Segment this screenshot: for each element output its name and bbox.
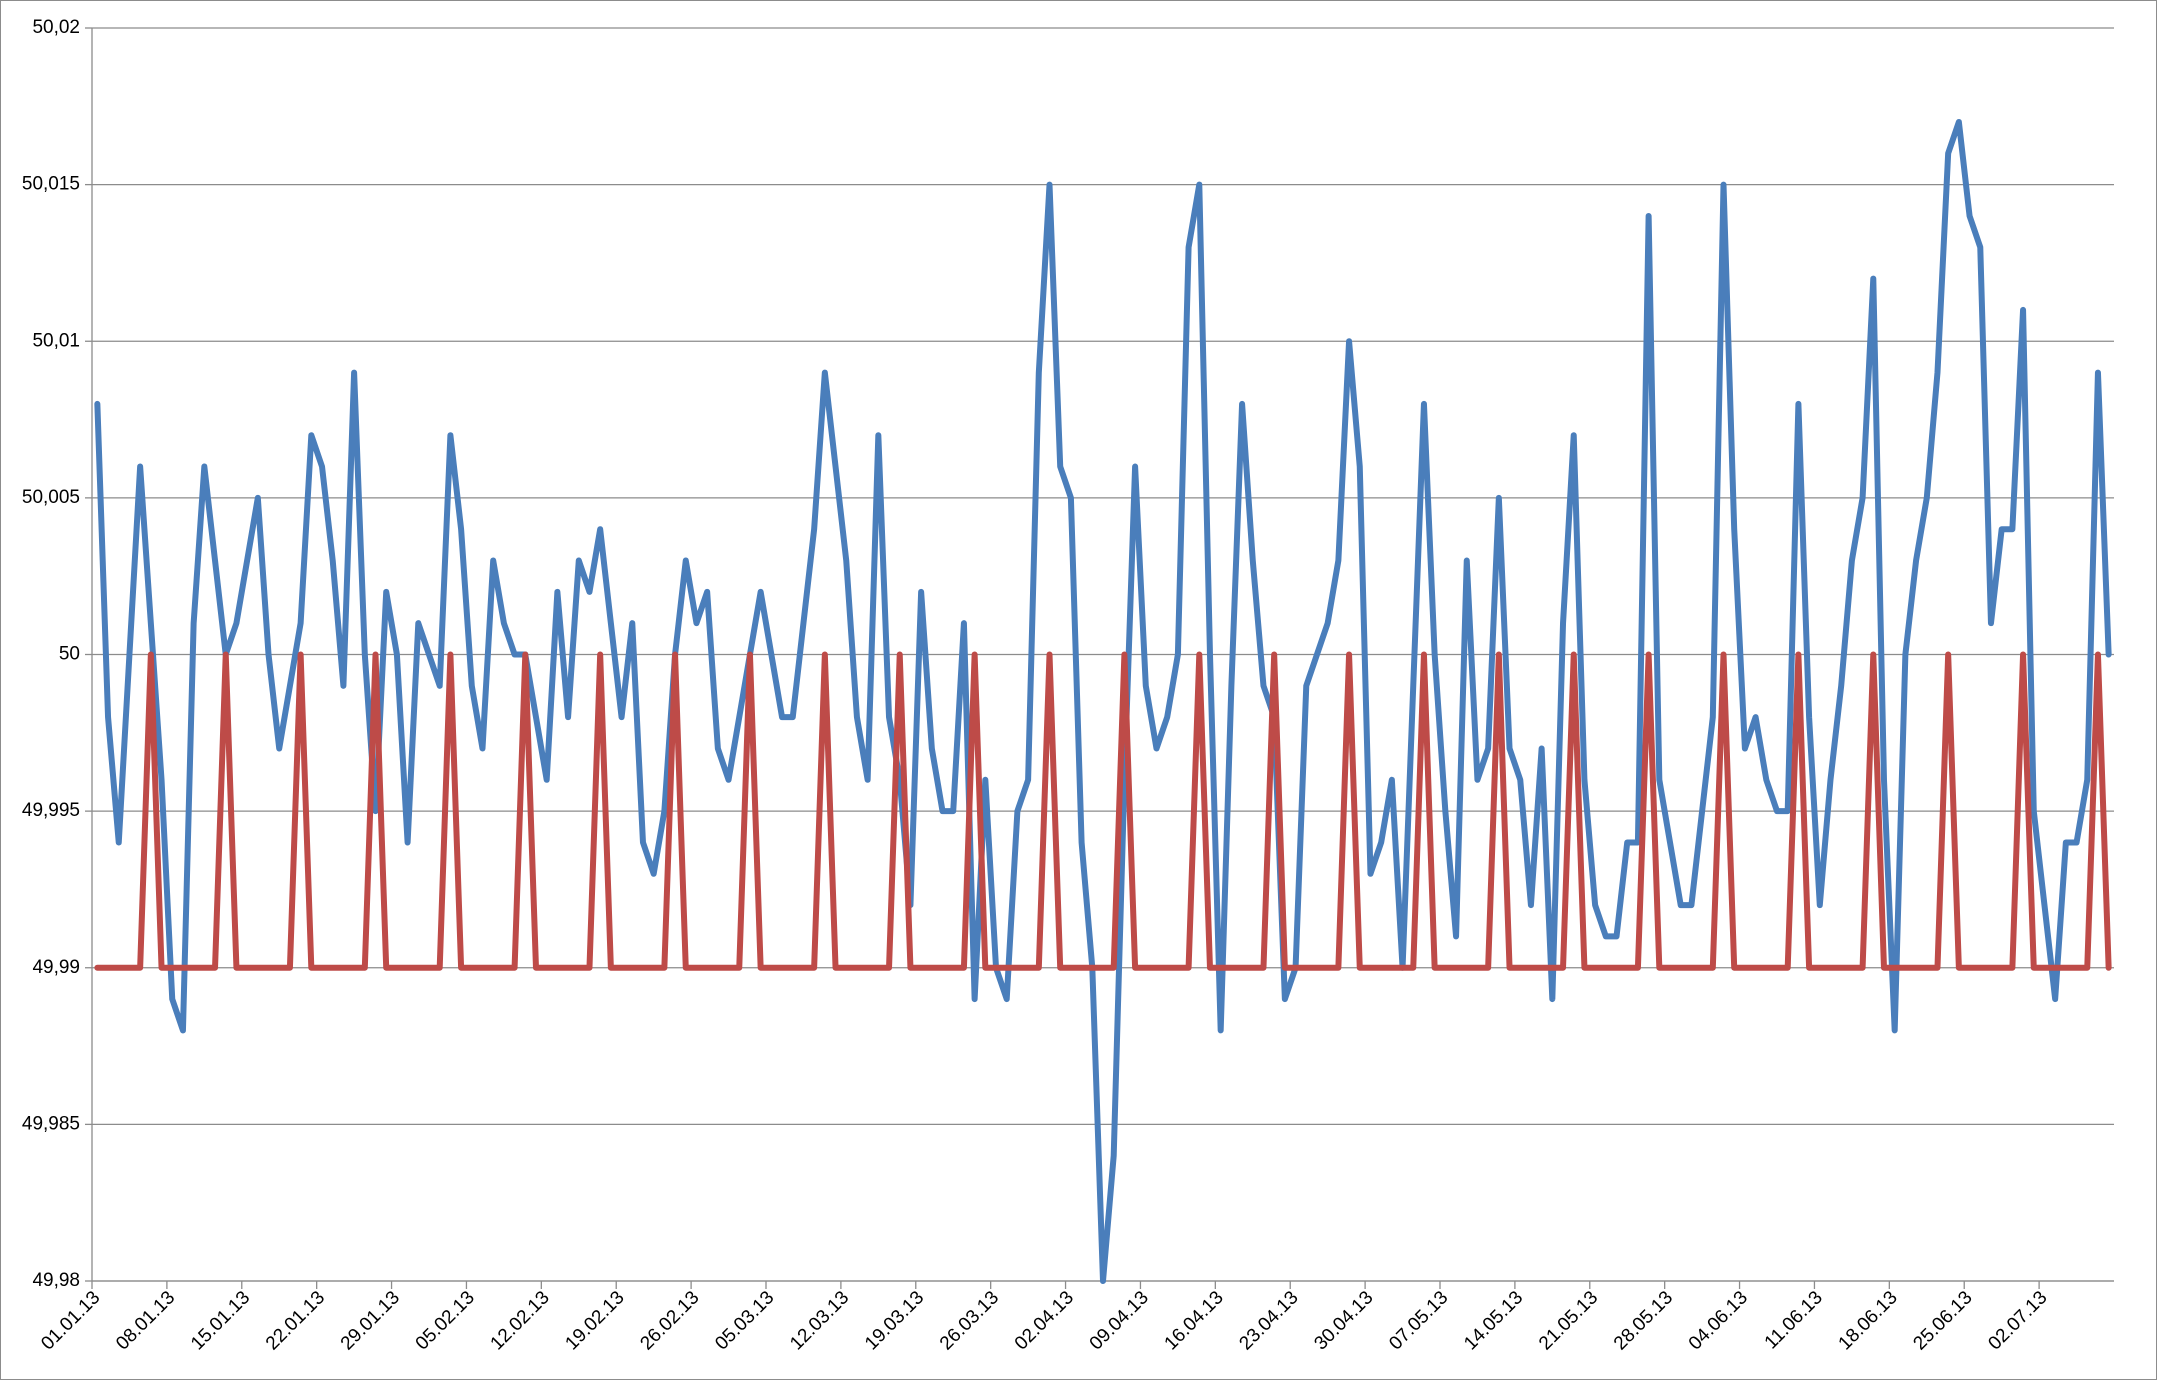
y-tick-label: 50,02 [32, 17, 80, 38]
series-line [94, 118, 2112, 1284]
y-tick-label: 49,985 [22, 1113, 80, 1134]
y-tick-label: 50,01 [32, 330, 80, 351]
series-line [94, 651, 2112, 971]
y-tick-label: 49,98 [32, 1270, 80, 1291]
y-tick-label: 50,015 [22, 174, 80, 195]
y-tick-label: 49,99 [32, 957, 80, 978]
y-tick-label: 50 [59, 644, 80, 665]
y-tick-label: 49,995 [22, 800, 80, 821]
y-tick-label: 50,005 [22, 487, 80, 508]
